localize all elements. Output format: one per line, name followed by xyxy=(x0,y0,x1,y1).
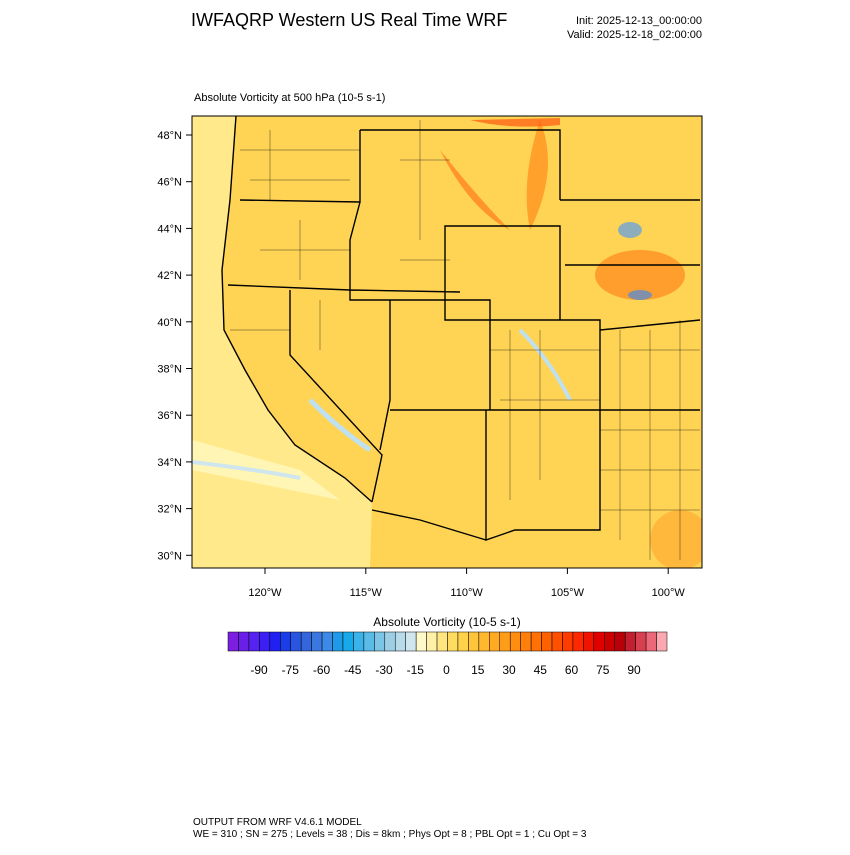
color-box xyxy=(342,631,354,652)
color-box xyxy=(583,631,595,652)
colorbar-label: -60 xyxy=(313,663,331,677)
color-box xyxy=(604,631,615,652)
color-box xyxy=(593,631,605,652)
lon-axis: 120°W 115°W 110°W 105°W 100°W xyxy=(248,568,685,599)
color-box xyxy=(374,631,386,652)
colorbar-label: -45 xyxy=(344,663,362,677)
footer-line: WE = 310 ; SN = 275 ; Levels = 38 ; Dis … xyxy=(193,829,587,840)
lat-label: 38°N xyxy=(157,364,182,376)
color-box xyxy=(363,631,375,652)
lat-label: 34°N xyxy=(157,457,182,469)
color-box xyxy=(415,631,427,652)
map-subtitle: Absolute Vorticity at 500 hPa (10-5 s-1) xyxy=(194,92,385,104)
color-box xyxy=(447,631,459,652)
lon-label: 100°W xyxy=(652,587,686,599)
vort-min xyxy=(618,222,642,238)
colorbar-title: Absolute Vorticity (10-5 s-1) xyxy=(373,615,520,629)
county-lines xyxy=(230,120,700,560)
state-borders xyxy=(221,116,701,541)
vort-min xyxy=(192,460,301,480)
vort-max xyxy=(595,250,685,300)
color-box xyxy=(572,631,584,652)
valid-time: Valid: 2025-12-18_02:00:00 xyxy=(567,29,702,41)
color-box xyxy=(300,631,312,652)
lat-label: 42°N xyxy=(157,270,182,282)
color-box xyxy=(290,631,302,652)
color-box xyxy=(248,631,260,652)
vort-min xyxy=(308,398,372,453)
colorbar-label: 15 xyxy=(471,663,485,677)
vort-max xyxy=(470,118,560,127)
color-box xyxy=(656,631,668,652)
lat-label: 36°N xyxy=(157,410,182,422)
color-box xyxy=(259,631,271,652)
color-box xyxy=(227,631,239,652)
lat-label: 30°N xyxy=(157,550,182,562)
title: IWFAQRP Western US Real Time WRF xyxy=(191,10,507,30)
colorbar-label: -90 xyxy=(250,663,268,677)
colorbar-label: 90 xyxy=(627,663,641,677)
color-box xyxy=(457,631,469,652)
vort-min xyxy=(628,290,652,300)
color-box xyxy=(499,631,511,652)
color-box xyxy=(426,631,438,652)
color-box xyxy=(353,631,365,652)
color-box xyxy=(489,631,501,652)
colorbar-label: -30 xyxy=(375,663,393,677)
lon-label: 110°W xyxy=(450,587,483,599)
color-box xyxy=(238,631,250,652)
colorbar-label: -15 xyxy=(407,663,425,677)
colorbar-label: 60 xyxy=(565,663,579,677)
color-box xyxy=(405,631,417,652)
colorbar-label: 45 xyxy=(534,663,548,677)
color-box xyxy=(562,631,574,652)
vort-max xyxy=(650,510,702,568)
color-box xyxy=(394,631,406,652)
color-box xyxy=(280,631,291,652)
color-box xyxy=(614,631,626,652)
lon-label: 105°W xyxy=(551,587,585,599)
colorbar-label: 0 xyxy=(443,663,450,677)
color-box xyxy=(635,631,647,652)
colorbar-label: 30 xyxy=(502,663,516,677)
color-box xyxy=(332,631,344,652)
lat-label: 40°N xyxy=(157,317,182,329)
map xyxy=(192,116,702,568)
lat-label: 48°N xyxy=(157,130,182,142)
color-box xyxy=(468,631,480,652)
colorbar-label: -75 xyxy=(282,663,300,677)
lon-label: 120°W xyxy=(248,587,282,599)
lat-label: 32°N xyxy=(157,504,182,516)
color-box xyxy=(551,631,563,652)
color-box xyxy=(384,631,396,652)
lat-label: 44°N xyxy=(157,223,182,235)
lat-axis: 48°N 46°N 44°N 42°N 40°N 38°N 36°N 34°N 32°N 30°N xyxy=(157,130,192,562)
color-box xyxy=(530,631,542,652)
color-box xyxy=(269,631,281,652)
map-frame xyxy=(191,115,703,569)
color-box xyxy=(624,631,636,652)
color-box xyxy=(321,631,333,652)
colorbar-label: 75 xyxy=(596,663,610,677)
lat-label: 46°N xyxy=(157,177,182,189)
color-box xyxy=(509,631,521,652)
colorbar: -90 -75 -60 -45 -30 -15 0 15 30 45 60 75 90 xyxy=(227,631,668,677)
lon-label: 115°W xyxy=(350,587,383,599)
color-box xyxy=(311,631,323,652)
init-time: Init: 2025-12-13_00:00:00 xyxy=(576,15,702,27)
footer-line: OUTPUT FROM WRF V4.6.1 MODEL xyxy=(193,817,362,828)
color-box xyxy=(520,631,532,652)
color-box xyxy=(478,631,490,652)
color-box xyxy=(645,631,657,652)
color-box xyxy=(436,631,448,652)
vort-min xyxy=(518,328,572,401)
color-box xyxy=(541,631,553,652)
vort-max xyxy=(526,120,548,230)
